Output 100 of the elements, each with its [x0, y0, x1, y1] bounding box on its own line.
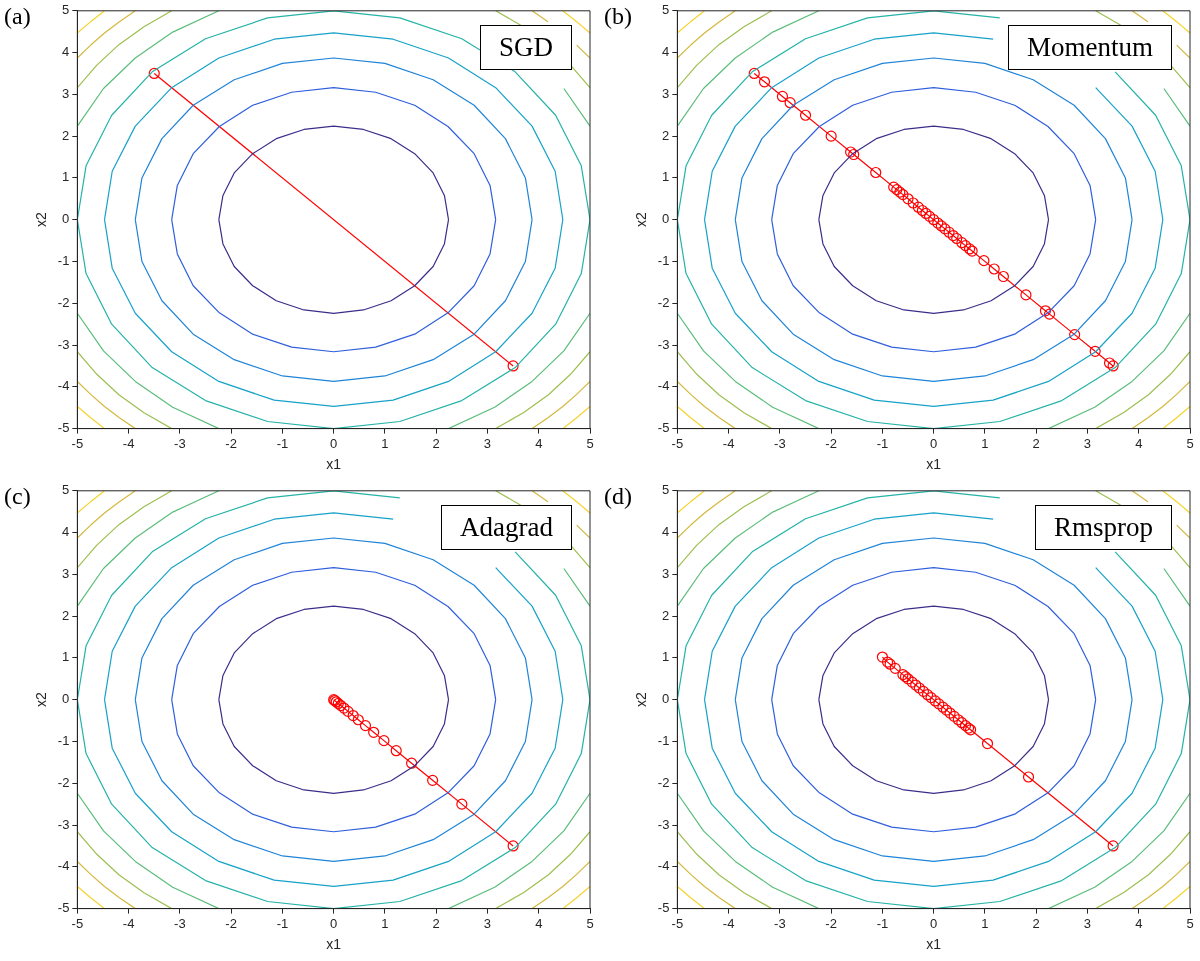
x-tick-label: 2 [432, 915, 440, 931]
y-tick-label: 3 [62, 85, 70, 101]
x-tick-label: 5 [586, 435, 594, 451]
y-tick-label: 4 [62, 524, 70, 540]
x-tick-label: -2 [225, 435, 237, 451]
point [825, 130, 837, 142]
y-tick-label: 1 [662, 649, 670, 665]
y-tick-label: 2 [62, 607, 70, 623]
x-tick-label: -1 [276, 435, 289, 451]
y-tick-label: 5 [662, 2, 670, 18]
point [907, 197, 919, 209]
x-tick-label: 5 [1186, 435, 1194, 451]
y-tick-label: 0 [62, 691, 70, 707]
y-tick-label: -2 [657, 774, 670, 790]
y-tick-label: -1 [657, 733, 670, 749]
y-tick-label: -2 [57, 774, 70, 790]
y-axis-title: x2 [633, 212, 650, 228]
point [978, 255, 990, 267]
y-axis-title: x2 [33, 692, 50, 708]
point [906, 676, 918, 688]
x-tick-label: 2 [1032, 435, 1040, 451]
point [921, 689, 934, 701]
point [799, 109, 812, 121]
x-tick-label: 3 [483, 915, 492, 931]
x-tick-label: 2 [432, 435, 440, 451]
point [956, 237, 968, 249]
y-tick-label: 0 [62, 211, 70, 227]
point [902, 193, 914, 205]
y-tick-label: -4 [57, 858, 70, 874]
y-tick-label: -3 [657, 816, 670, 832]
y-tick-label: 3 [662, 85, 670, 101]
point [920, 207, 932, 220]
x-tick-label: -2 [825, 435, 837, 451]
point [1103, 357, 1116, 369]
x-tick-label: 5 [586, 915, 594, 931]
point [784, 97, 796, 109]
x-tick-label: -4 [722, 435, 735, 451]
x-tick-label: 0 [930, 435, 938, 451]
y-tick-label: 4 [662, 524, 670, 540]
point [1039, 305, 1052, 317]
x-tick-label: 1 [381, 435, 389, 451]
point [352, 714, 364, 726]
x-tick-label: -4 [722, 915, 735, 931]
point [427, 774, 439, 786]
point [1020, 289, 1032, 301]
point [940, 704, 953, 716]
y-tick-label: -4 [657, 378, 670, 394]
point [956, 717, 968, 729]
x-tick-label: 0 [330, 435, 338, 451]
chart-title: (b) [604, 2, 632, 30]
point [359, 720, 372, 732]
y-tick-label: 4 [662, 44, 670, 60]
point [1089, 345, 1101, 357]
x-tick-label: 5 [1186, 915, 1194, 931]
y-axis-title: x2 [633, 692, 650, 708]
x-axis-title: x1 [326, 456, 342, 473]
y-tick-label: -3 [657, 336, 670, 352]
x-tick-label: -2 [825, 915, 837, 931]
y-tick-label: 4 [62, 44, 70, 60]
annotation: SGD [479, 24, 572, 70]
x-tick-label: 3 [483, 435, 492, 451]
point [928, 214, 940, 226]
x-tick-label: -2 [225, 915, 237, 931]
point [347, 709, 359, 722]
point [876, 651, 889, 663]
y-tick-label: 5 [662, 482, 670, 498]
x-axis-title: x1 [326, 936, 342, 953]
y-tick-label: -4 [657, 858, 670, 874]
y-tick-label: 5 [62, 482, 70, 498]
point [944, 707, 956, 719]
x-tick-label: -1 [276, 915, 289, 931]
y-tick-label: 0 [662, 211, 670, 227]
point [889, 662, 901, 674]
point [959, 240, 972, 252]
y-tick-label: -1 [57, 253, 70, 269]
point [378, 735, 390, 747]
x-tick-label: 0 [330, 915, 338, 931]
point [923, 210, 936, 222]
point [943, 226, 955, 238]
y-tick-label: 5 [62, 2, 70, 18]
chart-title: (c) [4, 482, 31, 510]
point [933, 698, 945, 710]
x-tick-label: 4 [1135, 915, 1143, 931]
x-axis-title: x1 [926, 936, 942, 953]
x-tick-label: -4 [122, 435, 135, 451]
point [776, 90, 789, 103]
y-tick-label: 1 [662, 169, 670, 185]
point [947, 229, 959, 242]
x-tick-label: 1 [381, 915, 389, 931]
y-tick-label: 1 [62, 169, 70, 185]
y-tick-label: -5 [57, 420, 70, 436]
y-tick-label: 0 [662, 691, 670, 707]
x-tick-label: 3 [1083, 435, 1092, 451]
point [939, 223, 951, 235]
x-tick-label: 1 [981, 435, 989, 451]
y-tick-label: -2 [57, 294, 70, 310]
point [1069, 329, 1081, 341]
y-axis-title: x2 [33, 212, 50, 228]
y-tick-label: -5 [657, 900, 670, 916]
annotation: Momentum [1008, 24, 1172, 70]
